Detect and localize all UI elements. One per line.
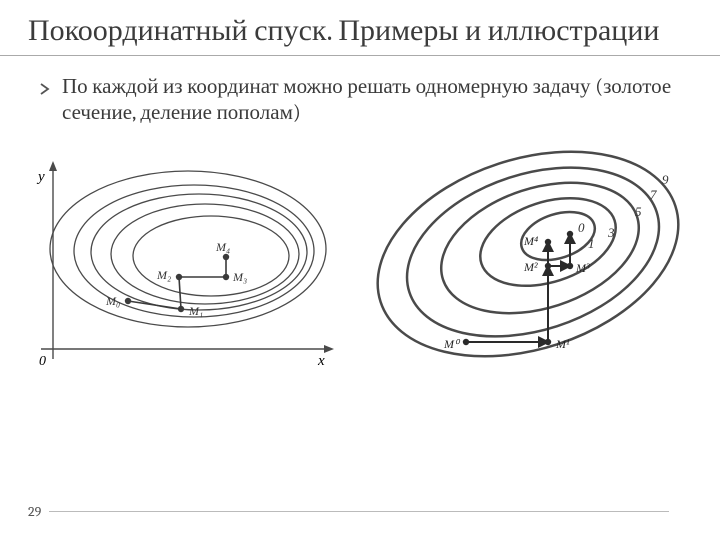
right-contour-diagram: M⁰ M¹ M² M³ M⁴ 975 310 xyxy=(348,144,698,384)
contour-label: 5 xyxy=(635,204,642,219)
contour-label: 9 xyxy=(662,172,669,187)
point-label-M1: M₁ xyxy=(188,304,203,318)
page-number: 29 xyxy=(28,503,41,520)
bullet-arrow-icon xyxy=(40,83,50,95)
axis-y-label: y xyxy=(36,169,45,185)
point-label-M3: M₃ xyxy=(232,270,247,284)
footer-rule xyxy=(49,511,669,512)
point-label-M2: M² xyxy=(523,260,538,274)
axis-x-label: x xyxy=(317,353,325,369)
origin-label: 0 xyxy=(39,354,46,369)
contour-label: 0 xyxy=(578,220,585,235)
page-footer: 29 xyxy=(28,503,669,520)
contour-label: 3 xyxy=(607,225,615,240)
bullet-text: По каждой из координат можно решать одно… xyxy=(62,74,692,127)
diagrams-container: y x 0 M₀M₁M₂M₃M₄ M⁰M¹M²M³M⁴ 975310 xyxy=(0,126,720,384)
left-contour-diagram: y x 0 M₀ M₁ M₂ M₃ M₄ xyxy=(23,149,343,379)
point-label-M4: M⁴ xyxy=(523,234,538,248)
point-label-M0: M⁰ xyxy=(443,337,461,351)
slide-title: Покоординатный спуск. Примеры и иллюстра… xyxy=(0,0,720,56)
contour-label: 1 xyxy=(588,236,595,251)
point-label-M1: M¹ xyxy=(555,337,570,351)
point-label-M2: M₂ xyxy=(156,268,171,282)
point-label-M4: M₄ xyxy=(215,240,230,254)
point-label-M3: M³ xyxy=(575,261,590,275)
contour-label: 7 xyxy=(650,187,657,202)
point-label-M0: M₀ xyxy=(105,294,120,308)
bullet-row: По каждой из координат можно решать одно… xyxy=(0,56,720,127)
